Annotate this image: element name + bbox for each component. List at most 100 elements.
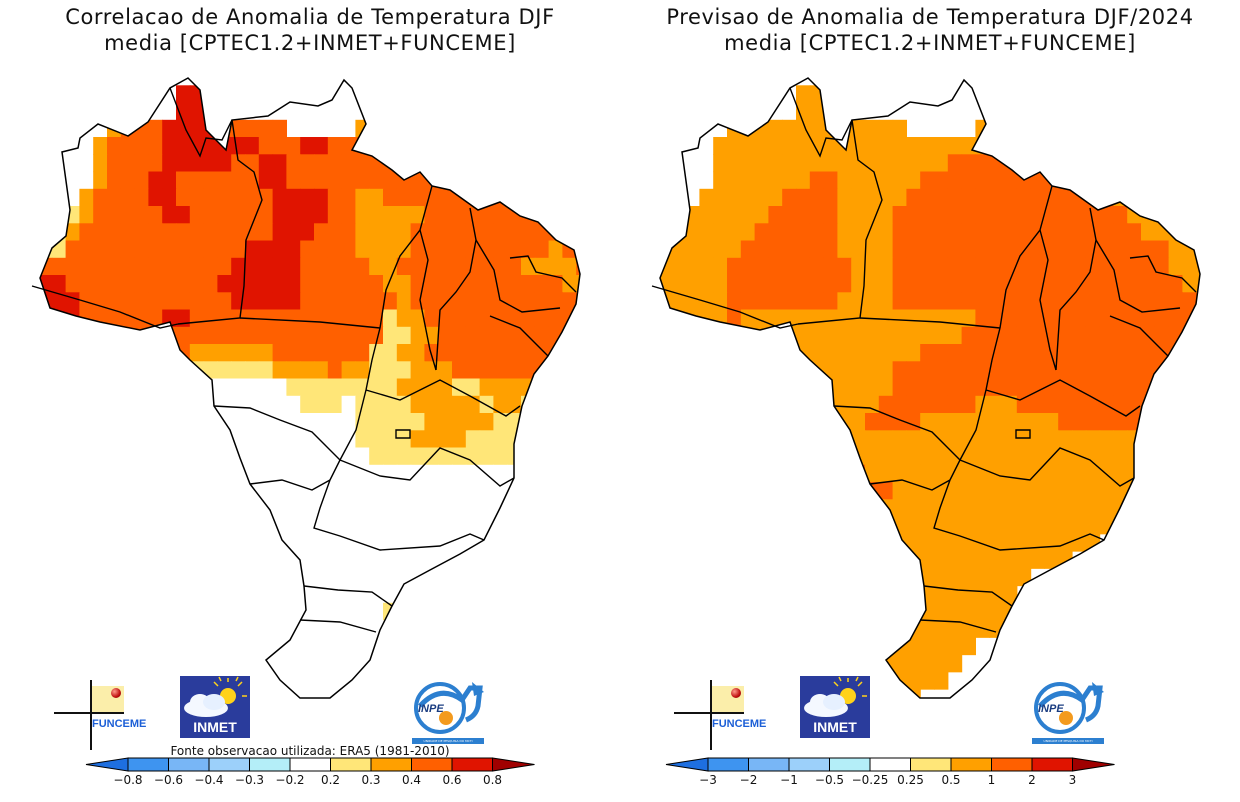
grid-cell	[396, 551, 412, 569]
grid-cell	[837, 326, 852, 345]
grid-cell	[823, 430, 838, 449]
grid-cell	[438, 499, 453, 518]
grid-cell	[217, 257, 232, 276]
grid-cell	[878, 257, 894, 276]
grid-cell	[809, 413, 825, 431]
grid-cell	[300, 620, 315, 638]
grid-cell	[975, 188, 990, 207]
grid-cell	[355, 602, 370, 621]
grid-cell	[1058, 361, 1073, 380]
grid-cell	[1085, 154, 1101, 173]
grid-cell	[258, 275, 274, 293]
grid-cell	[892, 568, 907, 587]
grid-cell	[493, 206, 508, 224]
grid-cell	[809, 447, 825, 466]
grid-cell	[189, 223, 205, 242]
grid-cell	[1016, 275, 1032, 293]
grid-cell	[231, 154, 246, 173]
grid-cell	[947, 654, 963, 673]
grid-cell	[231, 275, 246, 293]
grid-cell	[383, 482, 398, 500]
colorbar-swatch	[910, 757, 952, 772]
grid-cell	[1154, 240, 1170, 259]
grid-cell	[1044, 533, 1059, 552]
grid-cell	[961, 361, 976, 380]
grid-cell	[1154, 395, 1170, 414]
grid-cell	[975, 275, 990, 293]
grid-cell	[961, 326, 976, 345]
grid-cell	[410, 292, 425, 311]
grid-cell	[245, 344, 260, 362]
grid-cell	[245, 413, 260, 431]
grid-cell	[906, 154, 921, 173]
grid-cell	[934, 551, 949, 569]
grid-cell	[300, 361, 315, 380]
grid-cell	[906, 637, 921, 656]
grid-cell	[258, 344, 274, 362]
grid-cell	[796, 240, 811, 259]
grid-cell	[1196, 344, 1200, 362]
grid-cell	[1224, 430, 1238, 448]
grid-cell	[920, 206, 935, 224]
grid-cell	[823, 240, 838, 259]
grid-cell	[671, 240, 687, 259]
grid-cell	[300, 482, 315, 500]
grid-cell	[947, 602, 963, 621]
grid-cell	[479, 361, 494, 380]
grid-cell	[217, 654, 232, 673]
grid-cell	[231, 447, 246, 466]
grid-cell	[203, 223, 218, 242]
grid-cell	[258, 326, 274, 345]
grid-cell	[892, 257, 907, 276]
grid-cell	[93, 326, 108, 345]
grid-cell	[231, 499, 246, 518]
grid-cell	[258, 309, 274, 328]
grid-cell	[934, 361, 949, 380]
grid-cell	[1168, 206, 1183, 224]
state-border	[651, 285, 799, 329]
grid-cell	[314, 188, 329, 207]
grid-cell	[341, 430, 356, 449]
grid-cell	[590, 327, 604, 345]
grid-cell	[920, 137, 935, 155]
colorbar-swatch	[991, 757, 1033, 772]
grid-cell	[865, 413, 880, 431]
grid-cell	[148, 188, 163, 207]
grid-cell	[1003, 137, 1018, 155]
state-border	[869, 479, 951, 491]
grid-cell	[396, 499, 412, 518]
grid-cell	[604, 327, 618, 345]
grid-cell	[452, 326, 467, 345]
grid-cell	[809, 275, 825, 293]
grid-cell	[300, 654, 315, 673]
grid-cell	[231, 395, 246, 414]
grid-cell	[314, 154, 329, 173]
grid-cell	[341, 464, 356, 483]
grid-cell	[203, 326, 218, 345]
grid-cell	[892, 275, 907, 293]
grid-cell	[465, 516, 481, 535]
grid-cell	[1003, 119, 1018, 138]
state-border	[213, 405, 341, 461]
grid-cell	[1058, 206, 1073, 224]
grid-cell	[989, 292, 1004, 311]
grid-cell	[217, 206, 232, 224]
grid-cell	[383, 361, 398, 380]
grid-cell	[1044, 154, 1059, 173]
grid-cell	[300, 275, 315, 293]
grid-cell	[1016, 154, 1032, 173]
grid-cell	[217, 344, 232, 362]
grid-cell	[920, 326, 935, 345]
grid-cell	[383, 378, 398, 397]
grid-cell	[1072, 240, 1087, 259]
grid-cell	[1016, 482, 1032, 500]
grid-cell	[1030, 361, 1045, 380]
grid-cell	[286, 137, 301, 155]
grid-cell	[809, 102, 825, 121]
grid-cell	[424, 206, 439, 224]
grid-cell	[727, 326, 742, 345]
grid-cell	[1099, 171, 1114, 190]
grid-cell	[341, 482, 356, 500]
grid-cell	[231, 206, 246, 224]
forecast-colorbar: −3 −2 −1 −0.5 −0.25 0.25 0.5 1 2 3	[665, 757, 1115, 787]
